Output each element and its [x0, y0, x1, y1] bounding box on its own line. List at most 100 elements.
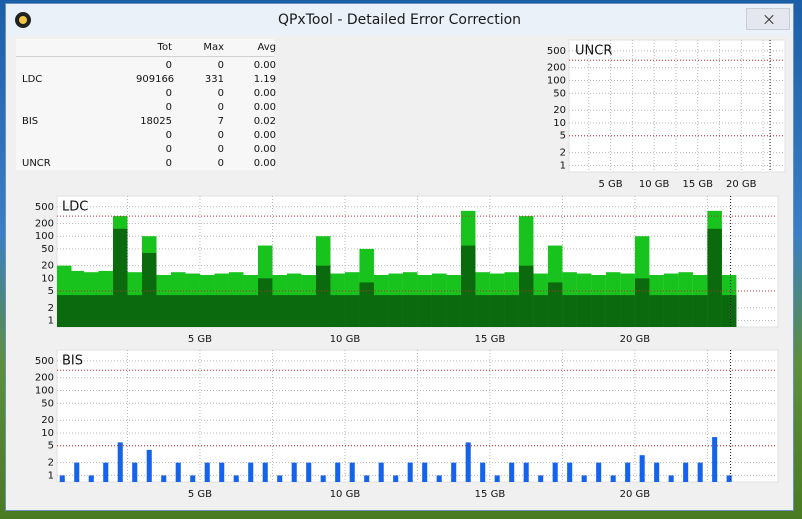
bar	[692, 295, 708, 327]
chart-title: BIS	[62, 354, 83, 369]
bar	[547, 282, 563, 327]
table-cell: 0.00	[253, 158, 276, 169]
bar	[373, 295, 389, 327]
window-title: QPxTool - Detailed Error Correction	[277, 12, 522, 28]
table-cell: 0	[165, 60, 172, 71]
table-cell: 18025	[140, 116, 172, 127]
y-tick-label: 10	[41, 428, 54, 439]
bar	[127, 295, 142, 327]
table-row: BIS 18025 7 0.02	[16, 116, 276, 130]
bar	[596, 462, 602, 482]
bar	[330, 295, 345, 327]
chart-title: UNCR	[575, 44, 612, 59]
bar	[185, 295, 200, 327]
bar	[388, 295, 403, 327]
bar	[74, 462, 80, 482]
y-tick-label: 200	[35, 373, 54, 384]
bar	[610, 475, 616, 482]
table-cell: LDC	[22, 74, 43, 85]
bar	[315, 265, 331, 327]
table-row: UNCR 0 0 0.00	[16, 158, 276, 172]
bar	[262, 462, 268, 482]
table-cell: 0	[217, 102, 224, 113]
y-tick-label: 500	[35, 356, 54, 367]
bar	[233, 475, 239, 482]
y-tick-label: 200	[35, 219, 54, 230]
bar	[417, 295, 432, 327]
stats-table: Tot Max Avg 0 0 0.00 LDC 909166 331 1.19 0 0 0.00 0 0 0…	[16, 39, 276, 172]
y-tick-label: 1	[560, 160, 566, 171]
table-cell: 0.00	[253, 144, 276, 155]
bar	[301, 295, 316, 327]
bar	[591, 295, 606, 327]
table-row: 0 0 0.00	[16, 102, 276, 116]
bar	[663, 295, 679, 327]
bar	[523, 462, 529, 482]
table-cell: 0.00	[253, 60, 276, 71]
y-tick-label: 20	[553, 105, 566, 116]
bar	[199, 295, 215, 327]
table-cell: 0	[217, 158, 224, 169]
table-cell: 0	[165, 130, 172, 141]
bar	[286, 295, 302, 327]
bar	[257, 278, 273, 327]
table-cell: 0.00	[253, 102, 276, 113]
bar	[393, 475, 399, 482]
y-tick-label: 500	[35, 202, 54, 213]
app-icon	[15, 12, 31, 28]
bar	[538, 475, 544, 482]
bar	[306, 462, 312, 482]
bar	[533, 295, 548, 327]
table-cell: 909166	[136, 74, 175, 85]
bar	[489, 295, 505, 327]
y-tick-label: 50	[41, 244, 54, 255]
plot-area	[568, 39, 786, 173]
bar	[654, 462, 660, 482]
bar	[620, 295, 635, 327]
bar	[170, 295, 186, 327]
bar	[98, 295, 113, 327]
bar	[721, 295, 737, 327]
bar	[112, 228, 128, 327]
y-tick-label: 200	[547, 63, 566, 74]
y-tick-label: 100	[547, 76, 566, 87]
x-tick-label: 10 GB	[639, 179, 670, 190]
y-tick-label: 5	[48, 441, 54, 452]
bar	[156, 295, 171, 327]
x-tick-label: 20 GB	[620, 334, 651, 345]
bar	[446, 295, 461, 327]
close-button[interactable]	[746, 8, 790, 30]
bar	[219, 462, 225, 482]
bar	[475, 295, 490, 327]
y-tick-label: 20	[41, 415, 54, 426]
y-tick-label: 1	[48, 470, 54, 481]
bar	[359, 282, 374, 327]
table-row: LDC 909166 331 1.19	[16, 74, 276, 88]
table-cell: 0	[217, 88, 224, 99]
bar	[161, 475, 167, 482]
y-tick-label: 2	[48, 458, 54, 469]
bar	[344, 295, 360, 327]
bar	[141, 252, 157, 327]
table-cell: 0	[165, 158, 172, 169]
y-tick-label: 2	[48, 303, 54, 314]
bar	[243, 295, 258, 327]
bar	[190, 475, 196, 482]
bar	[678, 295, 693, 327]
bar	[335, 462, 341, 482]
bar	[465, 442, 471, 482]
table-cell: 0	[165, 102, 172, 113]
y-tick-label: 5	[560, 131, 566, 142]
x-tick-label: 15 GB	[475, 489, 506, 500]
bar	[518, 265, 534, 327]
table-cell: 0	[217, 144, 224, 155]
bar	[460, 245, 476, 327]
bar	[69, 295, 84, 327]
title-bar: QPxTool - Detailed Error Correction	[6, 4, 793, 36]
bar	[248, 462, 254, 482]
bar	[504, 295, 519, 327]
table-row: 0 0 0.00	[16, 144, 276, 158]
bar	[707, 228, 722, 327]
bar	[726, 475, 732, 482]
bar	[552, 462, 558, 482]
